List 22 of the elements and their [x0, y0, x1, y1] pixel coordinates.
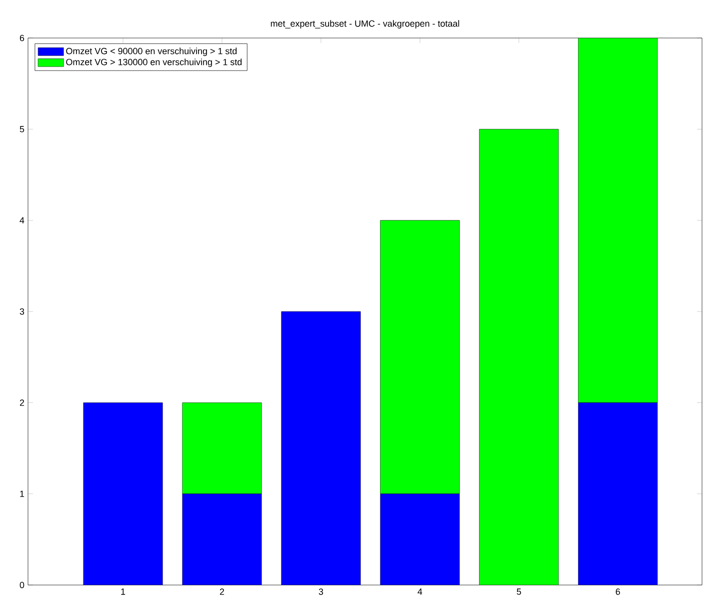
bar — [578, 402, 658, 585]
x-tick-label: 4 — [418, 588, 422, 595]
x-tick-label: 3 — [318, 588, 324, 595]
y-tick-label: 3 — [20, 308, 24, 315]
legend-label: Omzet VG > 130000 en verschuiving > 1 std — [66, 58, 242, 67]
y-tick-label: 0 — [20, 582, 24, 588]
x-tick-label: 6 — [616, 588, 620, 595]
x-tick-label: 1 — [121, 588, 126, 595]
y-tick-label: 6 — [20, 34, 24, 42]
y-tick-label: 5 — [20, 126, 24, 132]
y-tick-label: 1 — [20, 490, 24, 497]
x-tick-label: 5 — [516, 588, 522, 595]
legend-label: Omzet VG < 90000 en verschuiving > 1 std — [66, 48, 237, 56]
y-tick-label: 4 — [20, 217, 24, 224]
bar — [380, 494, 460, 585]
bar — [182, 494, 262, 585]
x-tick-label: 2 — [220, 588, 224, 595]
bar — [83, 402, 163, 585]
chart-title: met_expert_subset - UMC - vakgroepen - totaal — [270, 20, 460, 28]
y-tick-label: 2 — [20, 400, 24, 406]
bar — [182, 402, 262, 494]
bar — [281, 311, 361, 585]
